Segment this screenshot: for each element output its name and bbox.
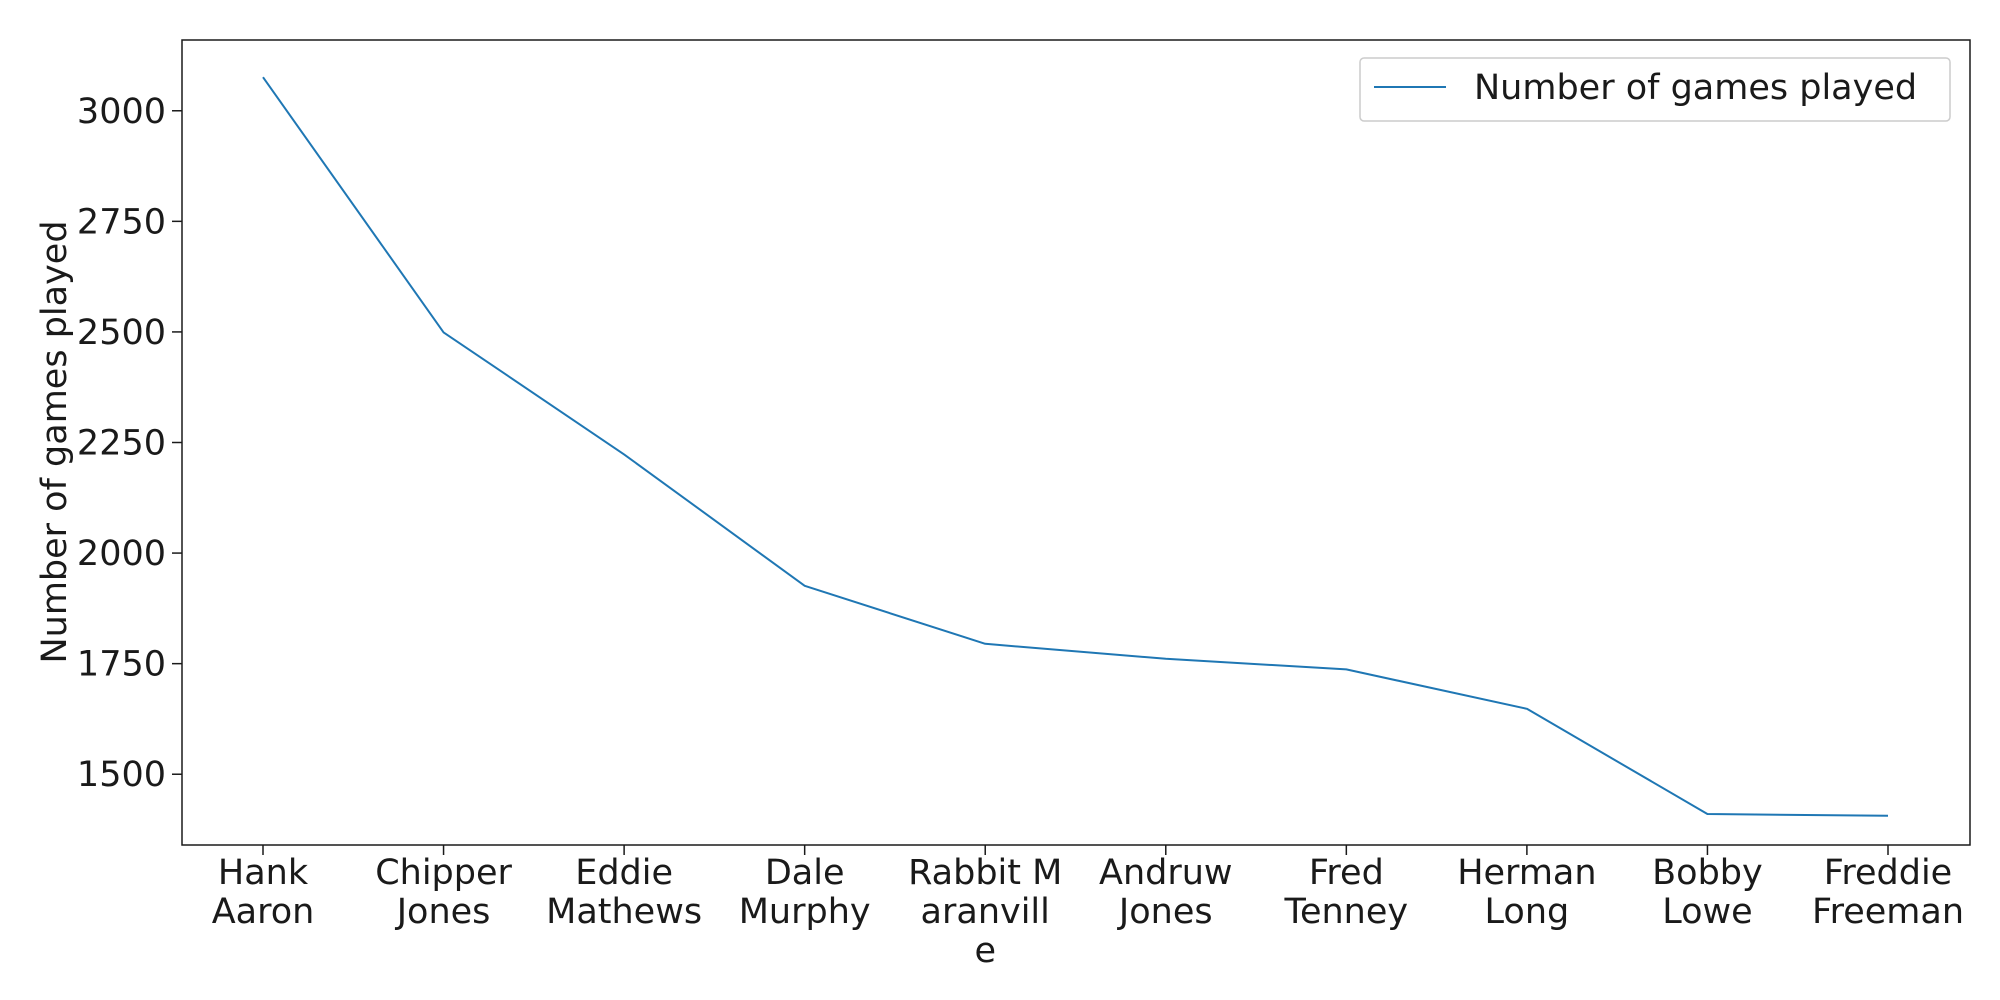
y-tick-label: 2000	[77, 534, 166, 574]
legend-label: Number of games played	[1474, 68, 1917, 108]
plot-area	[181, 39, 1971, 846]
x-tick-label: Eddie Mathews	[546, 853, 702, 932]
y-tick-label: 1500	[77, 755, 166, 795]
x-tick-label: Freddie Freeman	[1812, 853, 1964, 932]
x-tick-label: Andruw Jones	[1099, 853, 1233, 932]
x-tick-label: Dale Murphy	[739, 853, 871, 932]
legend-box	[1359, 57, 1951, 122]
y-axis-title: Number of games played	[35, 220, 75, 663]
y-axis: 1500 1750 2000 2250 2500 2750 3000	[77, 92, 182, 795]
y-tick-label: 3000	[77, 92, 166, 132]
y-tick-label: 2500	[77, 313, 166, 353]
x-tick-label: Herman Long	[1457, 853, 1596, 932]
y-tick-label: 1750	[77, 645, 166, 685]
x-tick-label: Fred Tenney	[1284, 853, 1409, 932]
series-layer	[262, 76, 1889, 817]
x-axis: Hank Aaron Chipper Jones Eddie Mathews Dale Mur…	[212, 845, 1964, 971]
x-tick-label: Bobby Lowe	[1652, 853, 1763, 932]
x-tick-label: Hank Aaron	[212, 853, 315, 932]
y-tick-label: 2250	[77, 424, 166, 464]
x-tick-label: Chipper Jones	[375, 853, 512, 932]
legend: Number of games played	[1359, 57, 1951, 122]
series-line	[262, 76, 1889, 817]
y-tick-label: 2750	[77, 202, 166, 242]
